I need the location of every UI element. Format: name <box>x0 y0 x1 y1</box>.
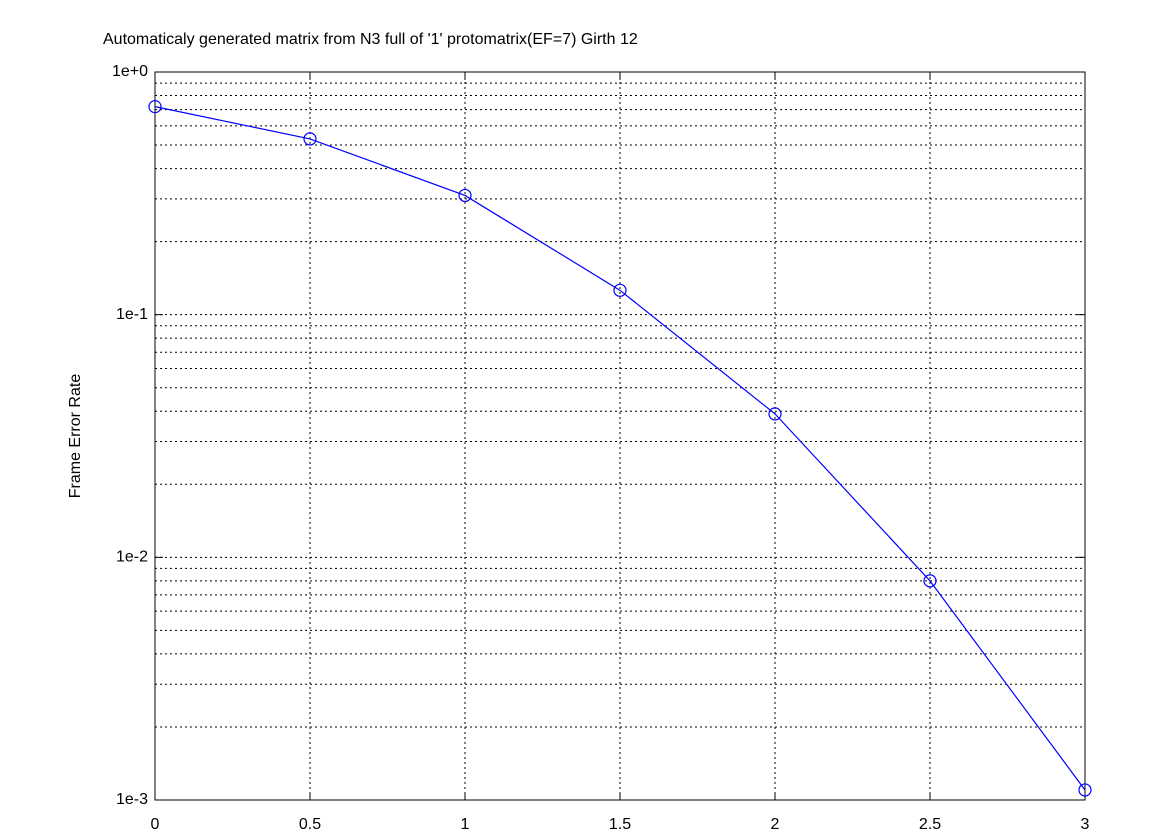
data-point <box>768 407 782 421</box>
data-point <box>1078 783 1092 797</box>
x-tick-label: 1.5 <box>609 816 631 833</box>
series-line <box>154 106 1086 791</box>
data-point <box>458 188 472 203</box>
y-tick-label: 1e-1 <box>116 306 148 323</box>
x-tick-label: 3 <box>1081 816 1090 833</box>
x-tick-label: 1 <box>461 816 470 833</box>
y-tick-label: 1e-3 <box>116 791 148 808</box>
plot-frame <box>154 71 1086 801</box>
data-point <box>148 100 162 114</box>
x-tick-label: 0.5 <box>299 816 321 833</box>
x-tick-label: 2.5 <box>919 816 941 833</box>
x-tick-label: 2 <box>771 816 780 833</box>
x-tick-label: 0 <box>151 816 160 833</box>
data-point <box>613 283 627 297</box>
y-tick-label: 1e+0 <box>112 63 148 80</box>
y-axis-label: Frame Error Rate <box>67 374 84 499</box>
data-point <box>303 132 317 146</box>
y-tick-label: 1e-2 <box>116 549 148 566</box>
data-point <box>923 574 937 588</box>
chart-title: Automaticaly generated matrix from N3 fu… <box>103 31 638 48</box>
